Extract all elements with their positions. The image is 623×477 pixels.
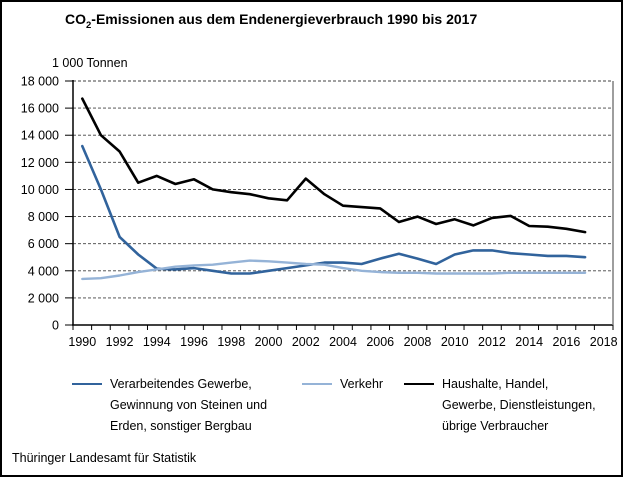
legend-label-households: Haushalte, Handel, Gewerbe, Dienstleistu… <box>442 377 596 433</box>
y-axis-tick-label: 16 000 <box>21 102 59 116</box>
y-axis-tick-label: 10 000 <box>21 183 59 197</box>
series-line-industry <box>81 144 587 275</box>
series-line-households <box>81 97 587 234</box>
legend-label-traffic: Verkehr <box>340 377 384 391</box>
legend-swatch-households <box>404 383 434 385</box>
x-axis-tick-label: 1998 <box>217 335 245 349</box>
x-axis-tick-label: 2016 <box>553 335 581 349</box>
x-axis-tick-label: 2012 <box>478 335 506 349</box>
x-axis-tick-label: 2004 <box>329 335 357 349</box>
x-axis-tick-label: 2010 <box>441 335 469 349</box>
x-axis-tick-label: 2000 <box>255 335 283 349</box>
series-line-traffic <box>81 259 587 281</box>
y-axis-tick-label: 18 000 <box>21 75 59 89</box>
x-axis-tick-label: 1990 <box>68 335 96 349</box>
y-axis-unit-label: 1 000 Tonnen <box>52 56 128 70</box>
y-axis-tick-label: 14 000 <box>21 129 59 143</box>
x-axis-tick-label: 1992 <box>106 335 134 349</box>
legend-swatch-industry <box>72 383 102 385</box>
chart-title-prefix: CO <box>65 11 86 27</box>
y-axis-tick-label: 6 000 <box>28 237 59 251</box>
x-axis-tick-label: 2008 <box>404 335 432 349</box>
x-axis-tick-label: 2002 <box>292 335 320 349</box>
x-axis-tick-label: 2014 <box>515 335 543 349</box>
x-axis-tick-label: 2018 <box>590 335 618 349</box>
chart-title-suffix: -Emissionen aus dem Endenergieverbrauch … <box>91 11 478 27</box>
x-axis-tick-label: 2006 <box>366 335 394 349</box>
y-axis-tick-label: 4 000 <box>28 264 59 278</box>
y-axis-tick-label: 0 <box>52 319 59 333</box>
legend-label-industry: Verarbeitendes Gewerbe, Gewinnung von St… <box>110 377 268 433</box>
chart-title: CO2-Emissionen aus dem Endenergieverbrau… <box>65 11 478 30</box>
legend-swatch-traffic <box>302 383 332 385</box>
legend-item-industry: Verarbeitendes Gewerbe, Gewinnung von St… <box>72 374 267 437</box>
y-axis-tick-label: 8 000 <box>28 210 59 224</box>
y-axis-tick-label: 2 000 <box>28 291 59 305</box>
x-axis-tick-label: 1994 <box>143 335 171 349</box>
legend-item-households: Haushalte, Handel, Gewerbe, Dienstleistu… <box>404 374 596 437</box>
legend-item-traffic: Verkehr <box>302 374 383 395</box>
x-axis-tick-label: 1996 <box>180 335 208 349</box>
chart-title-subscript: 2 <box>86 19 92 31</box>
footer-credit: Thüringer Landesamt für Statistik <box>12 451 197 465</box>
y-axis-tick-label: 12 000 <box>21 156 59 170</box>
